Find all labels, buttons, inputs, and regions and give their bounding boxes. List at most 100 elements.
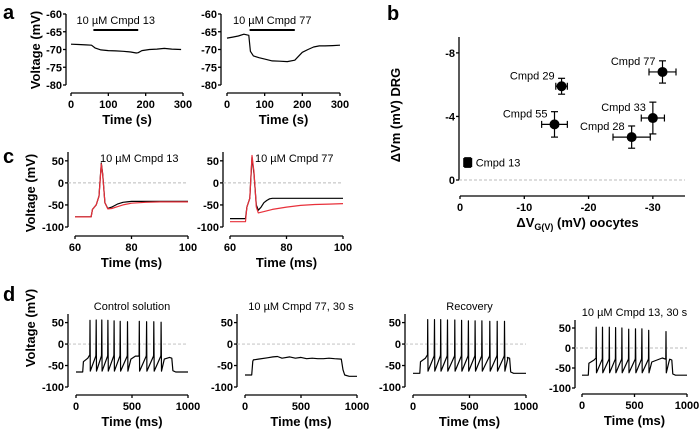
y-tick-label: 50 (52, 318, 64, 330)
x-tick-label: 100 (334, 242, 352, 254)
panel-d-ylabel: Voltage (mV) (23, 289, 38, 368)
voltage-trace (245, 355, 357, 377)
axes-c2: 60 80 100 50 0 -50 -100 Time (ms) 10 µM Cmpd 77 (197, 152, 352, 270)
y-tick-label: -50 (48, 200, 64, 212)
axes-a2: 0 100 200 300 -60 -65 -70 -75 -80 Time (s) 10 µM C… (201, 9, 349, 127)
circle-marker (626, 132, 637, 143)
y-tick-label: -50 (555, 363, 571, 375)
axes-c1: 60 80 100 50 0 -50 -100 Time (ms) 10 µM Cmpd 13 (42, 152, 197, 270)
point-label: Cmpd 28 (580, 121, 625, 133)
panel-c-ylabel: Voltage (mV) (23, 154, 38, 233)
x-tick-label: 200 (293, 99, 311, 111)
x-tick-label: 500 (625, 400, 643, 412)
x-tick-label: 1000 (514, 401, 538, 413)
y-tick-label: -75 (201, 62, 217, 74)
y-tick-label: -75 (46, 62, 62, 74)
y-tick-label: 50 (389, 318, 401, 330)
x-tick-label: -20 (581, 202, 597, 214)
y-tick-label: -50 (203, 200, 219, 212)
x-tick-label: 80 (125, 242, 137, 254)
point-label: Cmpd 33 (601, 102, 646, 114)
circle-marker (556, 81, 567, 92)
y-tick-label: -4 (445, 111, 456, 123)
x-tick-label: 60 (224, 242, 236, 254)
y-tick-label: -65 (201, 27, 217, 39)
y-tick-label: 0 (58, 178, 64, 190)
panel-letter-a: a (3, 2, 15, 24)
x-tick-label: 0 (73, 401, 79, 413)
x-tick-label: 1000 (176, 401, 200, 413)
x-tick-label: -10 (516, 202, 532, 214)
circle-marker (549, 119, 560, 130)
panel-b-ylabel: ΔVm (mV) DRG (388, 68, 403, 163)
voltage-trace (75, 162, 188, 218)
data-point-cmpd-77: Cmpd 77 (611, 56, 677, 84)
trace-title: Recovery (446, 301, 493, 313)
voltage-trace (413, 319, 526, 374)
y-tick-label: -80 (201, 80, 217, 92)
y-tick-label: 0 (449, 175, 455, 187)
data-point-cmpd-33: Cmpd 33 (601, 101, 666, 135)
panel-a-ylabel: Voltage (mV) (28, 11, 43, 90)
data-point-cmpd-29: Cmpd 29 (510, 70, 568, 95)
x-tick-label: 500 (123, 401, 141, 413)
y-tick-label: -100 (42, 222, 64, 234)
y-tick-label: -60 (201, 9, 217, 21)
x-axis-label: Time (ms) (439, 414, 500, 429)
x-axis-label: Time (ms) (101, 255, 162, 270)
x-tick-label: 300 (174, 99, 192, 111)
y-tick-label: -50 (217, 361, 233, 373)
trace-title: 10 µM Cmpd 13 (100, 153, 178, 165)
point-label: Cmpd 55 (503, 108, 548, 120)
x-tick-label: 500 (292, 401, 310, 413)
data-point-cmpd-55: Cmpd 55 (503, 108, 568, 138)
y-tick-label: -60 (46, 9, 62, 21)
x-tick-label: 0 (224, 99, 230, 111)
x-tick-label: 0 (579, 400, 585, 412)
trace-title: 10 µM Cmpd 13 (77, 15, 155, 27)
y-tick-label: -100 (42, 382, 64, 394)
y-tick-label: 0 (58, 339, 64, 351)
y-tick-label: -70 (46, 45, 62, 57)
x-axis-label: Time (ms) (270, 414, 331, 429)
x-tick-label: 80 (280, 242, 292, 254)
x-axis-label: Time (ms) (604, 413, 665, 428)
x-tick-label: 0 (410, 401, 416, 413)
voltage-trace (582, 326, 687, 376)
data-point-cmpd-28: Cmpd 28 (580, 121, 651, 149)
y-tick-label: -65 (46, 27, 62, 39)
x-tick-label: 100 (179, 242, 197, 254)
x-axis-label: Time (s) (259, 112, 309, 127)
trace-title: Control solution (94, 301, 170, 313)
circle-marker (657, 66, 668, 77)
panel-letter-c: c (3, 146, 14, 168)
y-tick-label: 0 (213, 178, 219, 190)
y-tick-label: -50 (48, 361, 64, 373)
y-tick-label: -100 (379, 382, 401, 394)
point-label: Cmpd 13 (476, 158, 521, 170)
drug-trace-red (230, 154, 344, 223)
voltage-trace (76, 319, 188, 373)
x-axis-label: Time (ms) (101, 414, 162, 429)
x-tick-label: 100 (255, 99, 273, 111)
x-axis-label: Time (ms) (256, 255, 317, 270)
y-tick-label: -70 (201, 45, 217, 57)
y-tick-label: -100 (211, 382, 233, 394)
y-tick-label: 50 (52, 156, 64, 168)
voltage-trace (226, 33, 341, 63)
square-marker (463, 158, 473, 168)
trace-title: 10 µM Cmpd 77 (233, 15, 311, 27)
y-tick-label: 0 (395, 339, 401, 351)
circle-marker (647, 113, 658, 124)
y-tick-label: -100 (549, 383, 571, 395)
voltage-trace (70, 43, 182, 54)
axes-a1: 0 100 200 300 -60 -65 -70 -75 -80 Time (s) 10 µM C… (46, 9, 192, 127)
x-tick-label: 60 (69, 242, 81, 254)
y-tick-label: 0 (565, 343, 571, 355)
y-tick-label: -8 (445, 48, 455, 60)
y-tick-label: -80 (46, 80, 62, 92)
x-tick-label: -30 (645, 202, 661, 214)
